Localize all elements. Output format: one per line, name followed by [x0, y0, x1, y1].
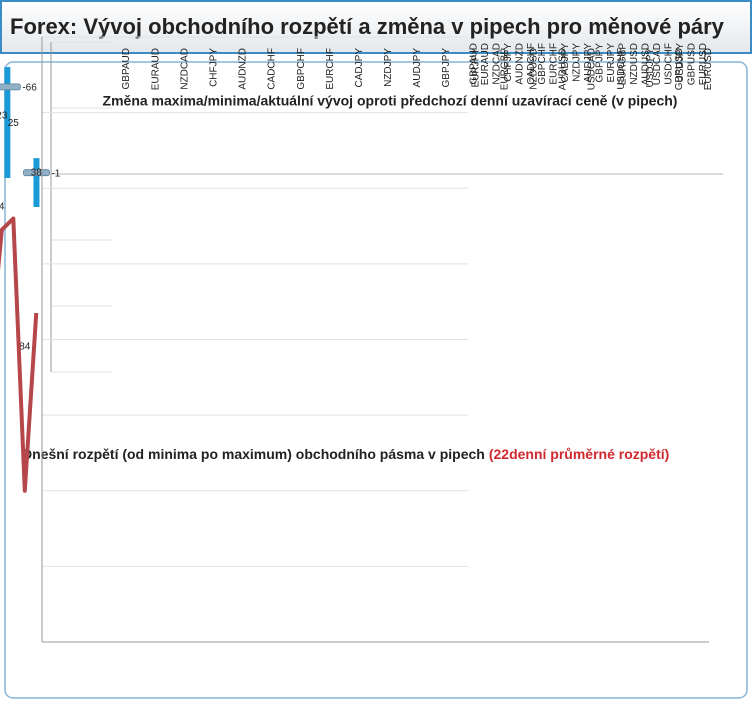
x-tick-label: EURCHF [549, 43, 560, 85]
x-tick-label: AUDNZD [238, 48, 249, 90]
x-tick-label: CADJPY [354, 48, 365, 88]
value-label: -66 [22, 83, 37, 94]
x-tick-label: EURUSD [703, 48, 714, 90]
x-tick-label: GBPCHF [296, 48, 307, 90]
chart-title: Dnešní rozpětí (od minima po maximum) ob… [22, 446, 669, 462]
x-tick-label: USDCAD [652, 43, 663, 85]
x-tick-label: AUDNZD [514, 43, 525, 85]
page-title: Forex: Vývoj obchodního rozpětí a změna … [10, 14, 725, 39]
current-marker [23, 169, 50, 177]
x-tick-label: GBPJPY [441, 48, 452, 88]
value-label: 84 [19, 341, 31, 352]
x-tick-label: NZDUSD [629, 43, 640, 85]
x-tick-label: GBPUSD [686, 43, 697, 85]
value-label: 23 [0, 111, 8, 122]
x-tick-label: GBPJPY [595, 43, 606, 83]
header-box [0, 0, 752, 54]
x-tick-label: USDJPY [645, 48, 656, 88]
x-tick-label: NZDUSD [529, 48, 540, 90]
x-tick-label: USDCHF [663, 43, 674, 85]
x-tick-label: GBPUSD [674, 48, 685, 90]
value-label: 38 [31, 167, 43, 178]
current-marker [0, 83, 21, 91]
x-tick-label: EURGBP [499, 48, 510, 91]
range-bar [33, 158, 40, 207]
x-tick-label: USDCAD [587, 48, 598, 90]
value-label: 24 [0, 201, 5, 212]
x-tick-label: CHFJPY [208, 48, 219, 87]
x-tick-label: GBPAUD [468, 43, 479, 85]
chart-title: Změna maxima/minima/aktuální vývoj oprot… [103, 93, 678, 109]
x-tick-label: NZDCAD [179, 48, 190, 90]
x-tick-label: GBPAUD [121, 48, 132, 90]
range-bar [4, 67, 11, 178]
panel [4, 61, 748, 699]
x-tick-label: CADJPY [560, 43, 571, 83]
x-tick-label: NZDCAD [491, 43, 502, 85]
value-label: 25 [8, 118, 20, 129]
x-tick-label: USDCHF [616, 48, 627, 90]
value-label: -1 [51, 168, 60, 179]
x-tick-label: GBPCHF [537, 43, 548, 85]
x-tick-label: EURAUD [150, 48, 161, 90]
x-tick-label: AUDUSD [558, 48, 569, 90]
x-tick-label: EURGBP [618, 43, 629, 86]
line-series-name: (22denní průměrné rozpětí) [489, 446, 669, 462]
x-tick-label: NZDJPY [572, 43, 583, 82]
x-tick-label: NZDJPY [383, 48, 394, 87]
x-tick-label: EURUSD [698, 43, 709, 85]
x-tick-label: AUDUSD [641, 43, 652, 85]
x-tick-label: CADCHF [267, 48, 278, 90]
x-tick-label: EURJPY [606, 43, 617, 83]
x-tick-label: CADCHF [526, 43, 537, 85]
x-tick-label: EURAUD [480, 43, 491, 85]
title-text: Dnešní rozpětí (od minima po maximum) ob… [22, 446, 485, 462]
x-tick-label: EURJPY [470, 48, 481, 88]
x-tick-label: AUDJPY [412, 48, 423, 88]
x-tick-label: USDJPY [675, 43, 686, 83]
x-tick-label: EURCHF [325, 48, 336, 90]
x-tick-label: AUDJPY [583, 43, 594, 83]
x-tick-label: CHFJPY [503, 43, 514, 82]
